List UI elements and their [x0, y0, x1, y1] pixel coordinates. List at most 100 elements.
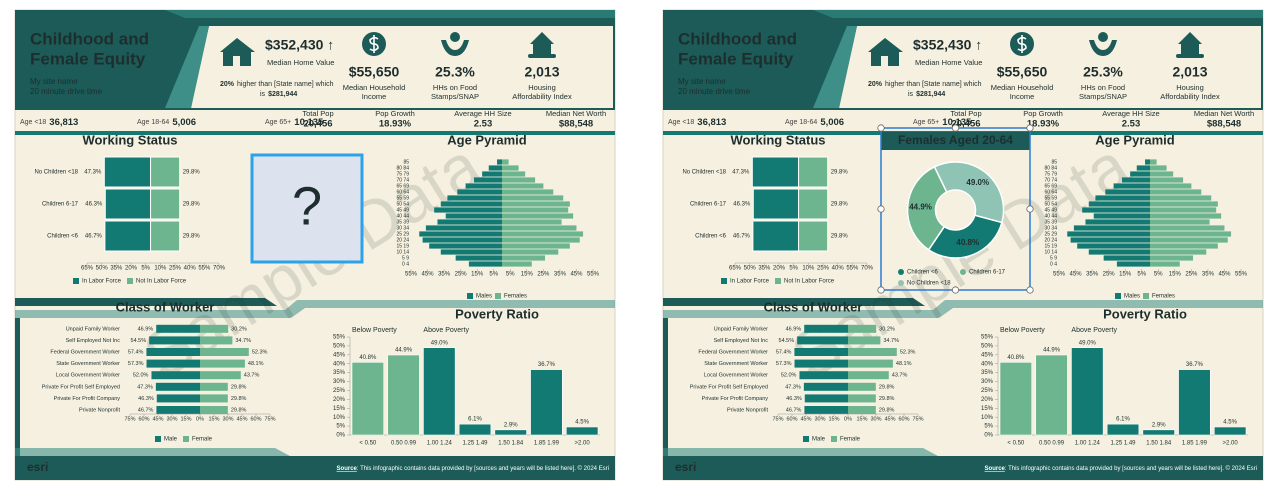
kpi-box: [191, 26, 613, 108]
resize-handle[interactable]: [951, 286, 960, 294]
divider: [663, 448, 938, 456]
stat-label: Pop Growth: [375, 109, 415, 118]
section-title: Age Pyramid: [1095, 132, 1175, 147]
x-tick-label: 1.50 1.84: [1146, 441, 1172, 447]
x-tick-label: 1.00 1.24: [427, 441, 453, 447]
x-tick-label: 60%: [786, 416, 797, 422]
divider: [15, 131, 615, 135]
y-tick-label: 40%: [333, 361, 346, 367]
y-tick-label: 30%: [981, 379, 994, 385]
bar: [1070, 237, 1150, 243]
bar: [200, 406, 228, 414]
bar: [502, 171, 526, 177]
bar: [1093, 213, 1150, 219]
x-tick-label: 15%: [1119, 272, 1132, 278]
x-tick-label: 35%: [554, 272, 567, 278]
category-label: Private For Profit Company: [54, 396, 121, 402]
value-label: 36.7%: [538, 362, 556, 368]
stat-value: 20,456: [303, 119, 332, 130]
value-label: 40.8%: [956, 238, 979, 247]
kpi-label: Median Household: [991, 83, 1054, 92]
age-stat-value: 5,006: [172, 117, 196, 128]
value-label: 57.3%: [128, 361, 144, 367]
bar: [151, 371, 200, 380]
resize-handle[interactable]: [1026, 124, 1034, 132]
bar: [1150, 177, 1184, 183]
value-label: 29.8%: [231, 407, 247, 413]
x-tick-label: 45%: [884, 416, 895, 422]
bar: [422, 237, 502, 243]
kpi-box: [839, 26, 1261, 108]
bar: [1095, 195, 1150, 201]
kpi-label: Stamps/SNAP: [431, 92, 479, 101]
value-label: 44.9%: [909, 203, 932, 212]
bar: [1088, 201, 1150, 207]
value-label: 46.9%: [786, 326, 802, 332]
value-label: 46.7%: [85, 234, 103, 240]
value-label: 30.2%: [231, 326, 247, 332]
y-tick-label: 25%: [981, 388, 994, 394]
bar: [502, 201, 570, 207]
divider: [15, 448, 290, 456]
bar: [200, 394, 228, 403]
resize-handle[interactable]: [951, 124, 960, 132]
section-title: Poverty Ratio: [455, 306, 539, 321]
category-label: 15 19: [1044, 243, 1057, 249]
site-name: My site name: [30, 77, 78, 86]
x-tick-label: 5%: [489, 272, 498, 278]
bar: [848, 406, 876, 414]
value-label: 46.7%: [138, 407, 154, 413]
y-tick-label: 40%: [981, 361, 994, 367]
bar: [445, 213, 502, 219]
comparison: 20% higher than [State name] which: [868, 81, 982, 88]
category-label: 70 74: [1044, 177, 1057, 183]
category-label: Self Employed Not Inc: [66, 338, 121, 344]
resize-handle[interactable]: [877, 286, 885, 294]
resize-handle[interactable]: [877, 124, 885, 132]
section-title: Females Aged 20-64: [898, 133, 1013, 147]
x-tick-label: 40%: [832, 266, 845, 272]
x-tick-label: 45%: [570, 272, 583, 278]
value-label: 2.9%: [504, 422, 518, 428]
placeholder-box[interactable]: [250, 153, 364, 264]
x-tick-label: 55%: [587, 272, 600, 278]
bar: [502, 213, 574, 219]
resize-handle[interactable]: [877, 205, 885, 213]
y-tick-label: 15%: [981, 406, 994, 412]
value-label: 46.7%: [733, 234, 751, 240]
bar: [437, 219, 502, 225]
x-tick-label: 65%: [81, 266, 94, 272]
bar: [1150, 219, 1210, 225]
header-stripe: [165, 26, 209, 108]
value-label: 29.8%: [879, 407, 895, 413]
resize-handle[interactable]: [1026, 286, 1034, 294]
resize-handle[interactable]: [1026, 205, 1034, 213]
age-stat-label: Age 18-64: [785, 119, 817, 126]
bar: [150, 188, 181, 220]
section-title: Class of Worker: [116, 299, 215, 314]
bar: [502, 177, 536, 183]
donut-slice: [927, 214, 1003, 259]
legend-swatch: [831, 436, 837, 442]
category-label: State Government Worker: [56, 361, 120, 367]
x-tick-label: >2.00: [575, 441, 591, 447]
stat-value: 20,456: [951, 119, 980, 130]
x-tick-label: 35%: [1086, 272, 1099, 278]
icon-hands: [1089, 40, 1117, 56]
stat-label: Median Net Worth: [1194, 109, 1254, 118]
value-label: 29.8%: [183, 202, 201, 208]
bar: [502, 225, 577, 231]
placeholder-icon: ?: [292, 176, 322, 236]
icon-dollar-sign: [1017, 35, 1027, 53]
footer-band: [15, 456, 615, 480]
comparison-text: is: [908, 91, 914, 98]
bar: [457, 189, 502, 195]
bar: [502, 207, 569, 213]
category-label: 50 54: [396, 201, 409, 207]
source-label: Source: [985, 466, 1006, 472]
bar: [1150, 201, 1218, 207]
stat-label: Average HH Size: [1102, 109, 1159, 118]
category-label: No Children <18: [682, 170, 726, 176]
value-label: 40.8%: [359, 355, 377, 361]
y-tick-label: 45%: [333, 352, 346, 358]
